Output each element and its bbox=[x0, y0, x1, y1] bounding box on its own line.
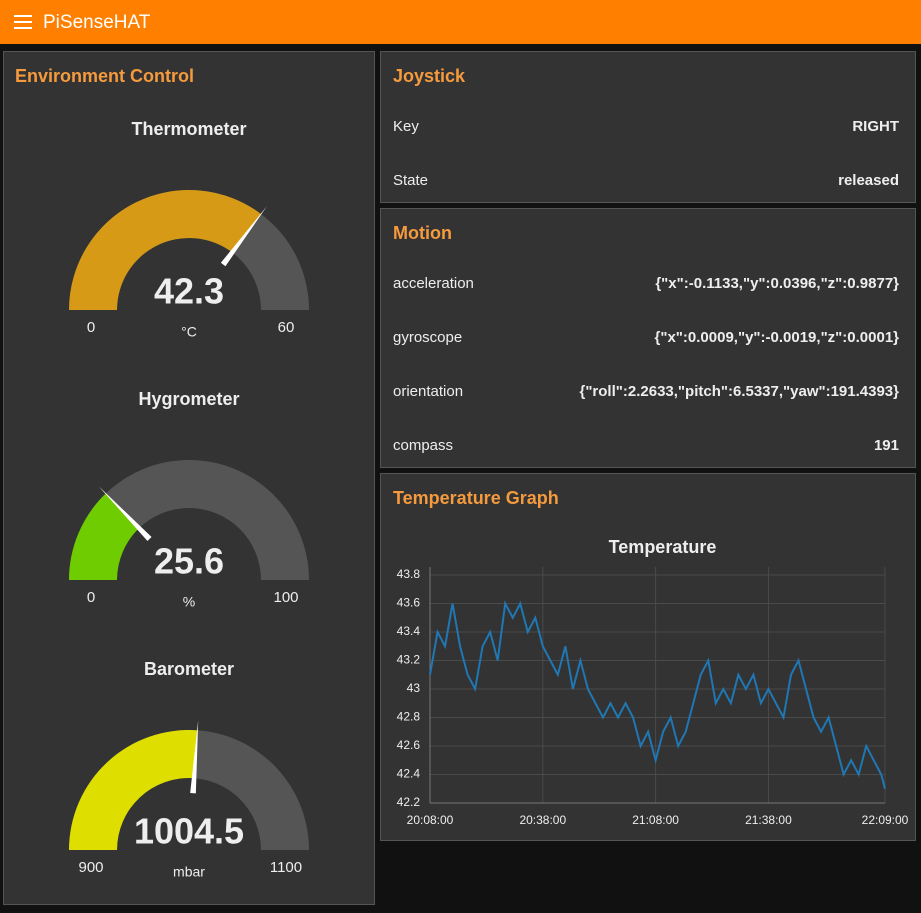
gauge-title: Barometer bbox=[144, 659, 234, 679]
y-tick-label: 43 bbox=[407, 681, 421, 695]
y-tick-label: 42.2 bbox=[397, 795, 421, 809]
gauge-title: Thermometer bbox=[131, 119, 246, 139]
panel bbox=[380, 473, 916, 841]
x-tick-label: 20:08:00 bbox=[407, 813, 454, 827]
x-tick-label: 20:38:00 bbox=[519, 813, 566, 827]
y-tick-label: 43.6 bbox=[397, 596, 421, 610]
y-tick-label: 42.6 bbox=[397, 738, 421, 752]
group-title: Temperature Graph bbox=[393, 488, 559, 508]
y-tick-label: 43.2 bbox=[397, 653, 421, 667]
gauge-needle bbox=[190, 720, 199, 794]
gauge-max: 60 bbox=[278, 319, 295, 336]
gauge-min: 0 bbox=[87, 589, 95, 606]
gauge-track bbox=[69, 460, 309, 580]
y-tick-label: 42.8 bbox=[397, 710, 421, 724]
y-tick-label: 42.4 bbox=[397, 767, 421, 781]
row-value: {"x":0.0009,"y":-0.0019,"z":0.0001} bbox=[655, 329, 900, 346]
gauge-value: 1004.5 bbox=[134, 811, 244, 852]
gauge-max: 1100 bbox=[270, 859, 302, 876]
row-label: compass bbox=[393, 437, 453, 454]
line-series bbox=[429, 600, 886, 790]
gauge-max: 100 bbox=[273, 589, 298, 606]
row-value: RIGHT bbox=[852, 118, 899, 135]
y-tick-label: 43.4 bbox=[397, 624, 421, 638]
x-tick-label: 21:08:00 bbox=[632, 813, 679, 827]
row-value: {"roll":2.2633,"pitch":6.5337,"yaw":191.… bbox=[579, 383, 899, 400]
x-tick-label: 22:09:00 bbox=[862, 813, 909, 827]
gauge-min: 0 bbox=[87, 319, 95, 336]
gauge-fill bbox=[69, 190, 262, 310]
row-label: orientation bbox=[393, 383, 463, 400]
gauge-min: 900 bbox=[78, 859, 103, 876]
row-value: {"x":-0.1133,"y":0.0396,"z":0.9877} bbox=[655, 275, 899, 292]
group-title: Environment Control bbox=[15, 66, 194, 86]
gauge-needle bbox=[220, 206, 268, 267]
gauge-fill bbox=[68, 493, 140, 580]
row-value: 191 bbox=[874, 437, 899, 454]
chart-title: Temperature bbox=[609, 537, 717, 557]
y-tick-label: 43.8 bbox=[397, 567, 421, 581]
menu-icon[interactable] bbox=[14, 15, 32, 29]
row-label: gyroscope bbox=[393, 329, 462, 346]
row-label: State bbox=[393, 172, 428, 189]
gauge-needle bbox=[98, 486, 152, 541]
gauge-title: Hygrometer bbox=[138, 389, 239, 409]
gauge-value: 42.3 bbox=[154, 271, 224, 312]
group-title: Joystick bbox=[393, 66, 466, 86]
group-title: Motion bbox=[393, 223, 452, 243]
gauge-value: 25.6 bbox=[154, 541, 224, 582]
gauge-unit: °C bbox=[181, 324, 197, 340]
gauge-unit: % bbox=[183, 594, 195, 610]
toolbar bbox=[0, 0, 921, 44]
gauge-fill bbox=[69, 729, 198, 850]
row-label: acceleration bbox=[393, 275, 474, 292]
row-label: Key bbox=[393, 118, 419, 135]
x-tick-label: 21:38:00 bbox=[745, 813, 792, 827]
gauge-unit: mbar bbox=[173, 864, 205, 880]
app-title: PiSenseHAT bbox=[43, 12, 151, 33]
panel bbox=[380, 208, 916, 468]
panel bbox=[380, 51, 916, 203]
row-value: released bbox=[838, 172, 899, 189]
